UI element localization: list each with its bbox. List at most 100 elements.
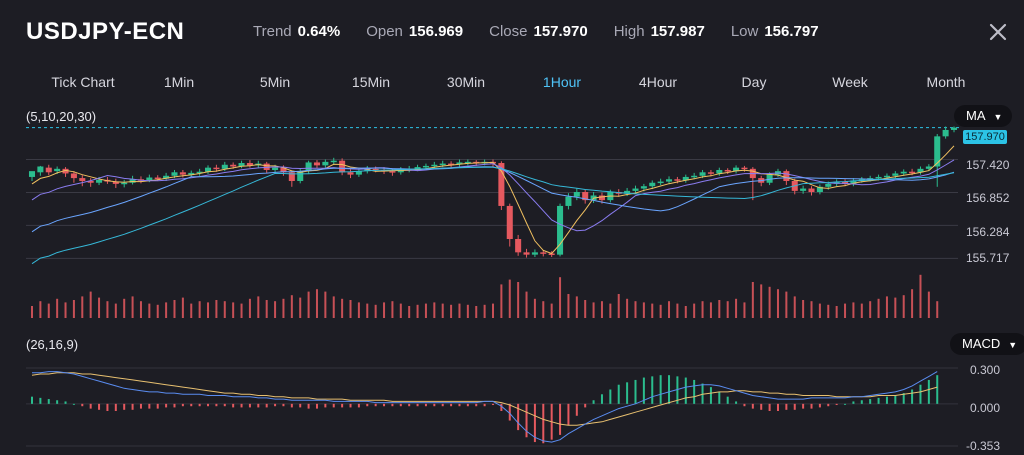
caret-down-icon: ▼ [1008, 340, 1018, 350]
macd-histogram-bar [39, 397, 42, 404]
macd-indicator-dropdown[interactable]: MACD ▼ [950, 333, 1024, 355]
candle-body [540, 252, 547, 254]
volume-bar [600, 301, 603, 318]
volume-bar [735, 298, 738, 318]
macd-histogram-bar [927, 379, 930, 404]
candle-body [917, 168, 924, 173]
tab-1min[interactable]: 1Min [163, 74, 195, 90]
volume-bar [441, 303, 444, 318]
volume-bar [123, 298, 126, 318]
volume-bar [584, 300, 587, 318]
volume-bar [466, 304, 469, 318]
macd-histogram-bar [399, 403, 402, 407]
volume-bar [89, 291, 92, 318]
macd-histogram-bar [835, 403, 838, 406]
candle-body [531, 252, 538, 255]
ma20-line [31, 166, 955, 233]
volume-bar [508, 279, 511, 318]
macd-histogram-bar [735, 401, 738, 404]
volume-bar [416, 304, 419, 318]
candle-body [297, 171, 304, 181]
volume-bar [433, 302, 436, 318]
macd-histogram-bar [299, 403, 302, 408]
tab-15min[interactable]: 15Min [351, 74, 391, 90]
ma-params-label: (5,10,20,30) [26, 109, 97, 124]
tab-tick-chart[interactable]: Tick Chart [51, 74, 115, 90]
volume-bar [559, 277, 562, 318]
candle-body [783, 171, 790, 181]
symbol-title: USDJPY-ECN [26, 18, 185, 45]
macd-histogram-bar [751, 403, 754, 409]
candle-body [649, 182, 656, 187]
macd-histogram-bar [349, 403, 352, 408]
candle-body [573, 192, 580, 197]
close-icon[interactable] [986, 20, 1010, 44]
candle-body [431, 164, 438, 167]
tab-30min[interactable]: 30Min [446, 74, 486, 90]
tab-4hour[interactable]: 4Hour [638, 74, 678, 90]
macd-histogram-bar [156, 403, 159, 409]
macd-histogram-bar [307, 403, 310, 409]
macd-histogram-bar [408, 403, 411, 407]
stat-high: High 157.987 [614, 23, 705, 40]
candle-body [263, 163, 270, 170]
macd-histogram-bar [483, 403, 486, 407]
macd-histogram-bar [315, 403, 318, 409]
macd-axis-tick: 0.300 [970, 363, 1001, 377]
volume-bar [349, 300, 352, 318]
volume-bar [827, 304, 830, 318]
price-axis-tick: 156.284 [966, 225, 1010, 239]
volume-bar [793, 296, 796, 318]
macd-axis-tick: 0.000 [970, 401, 1001, 415]
stat-trend: Trend 0.64% [253, 23, 340, 40]
tab-day[interactable]: Day [741, 74, 767, 90]
stat-value: 157.987 [650, 23, 705, 40]
macd-histogram-bar [274, 403, 277, 407]
macd-histogram-bar [139, 403, 142, 409]
volume-bar [408, 306, 411, 318]
volume-bar [567, 294, 570, 318]
candle-body [934, 136, 941, 167]
candle-body [389, 171, 396, 173]
macd-histogram-bar [383, 403, 386, 407]
macd-histogram-bar [98, 403, 101, 410]
candle-body [330, 160, 337, 163]
candle-body [942, 129, 949, 137]
ma-indicator-dropdown[interactable]: MA ▼ [954, 105, 1013, 127]
candle-body [950, 127, 958, 130]
candle-body [565, 196, 572, 206]
volume-bar [399, 303, 402, 318]
macd-histogram-bar [458, 403, 461, 407]
candle-body [707, 172, 714, 174]
macd-histogram-bar [668, 375, 671, 404]
stat-label: Open [366, 23, 403, 40]
volume-bar [190, 303, 193, 318]
volume-bar [290, 295, 293, 318]
volume-bar [215, 300, 218, 318]
volume-bar [802, 300, 805, 318]
volume-bar [533, 298, 536, 318]
stat-label: Trend [253, 23, 292, 40]
candle-body [800, 188, 807, 191]
macd-histogram-bar [525, 403, 528, 438]
candle-body [146, 177, 153, 181]
tab-month[interactable]: Month [926, 74, 966, 90]
volume-bar [299, 297, 302, 318]
volume-bar [332, 296, 335, 318]
candle-body [188, 172, 195, 175]
macd-histogram-bar [450, 403, 453, 407]
candle-body [305, 162, 312, 172]
macd-histogram-bar [433, 403, 436, 407]
macd-histogram-bar [785, 403, 788, 410]
tab-5min[interactable]: 5Min [259, 74, 291, 90]
ma-indicator-label: MA [966, 108, 986, 123]
macd-histogram-bar [374, 403, 377, 407]
candle-body [439, 163, 446, 166]
volume-bar [592, 302, 595, 318]
candle-body [506, 205, 513, 239]
tab-week[interactable]: Week [832, 74, 868, 90]
tab-1hour[interactable]: 1Hour [542, 74, 582, 90]
macd-histogram-bar [642, 377, 645, 404]
macd-histogram-bar [391, 403, 394, 407]
